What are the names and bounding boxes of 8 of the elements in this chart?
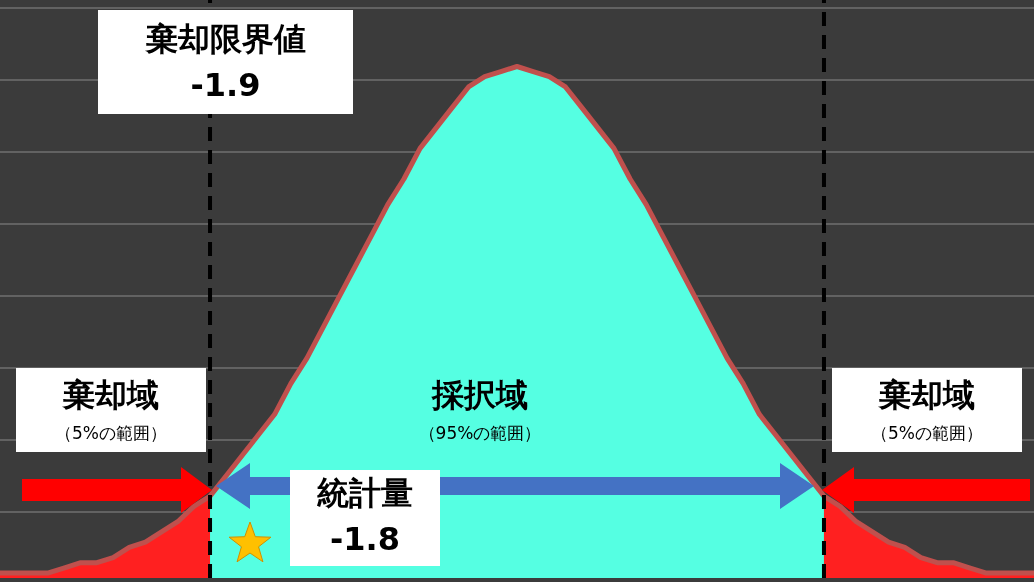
annotation: 統計量 -1.8 bbox=[316, 473, 414, 560]
annotation: （5%の範囲） bbox=[54, 422, 168, 445]
annotation: （5%の範囲） bbox=[870, 422, 984, 445]
annotation: 棄却域 bbox=[61, 375, 160, 416]
annotation: 棄却域 bbox=[877, 375, 976, 416]
annotation: （95%の範囲） bbox=[417, 422, 543, 445]
annotation: 採択域 bbox=[430, 375, 529, 416]
annotation: 棄却限界値 -1.9 bbox=[144, 19, 307, 106]
